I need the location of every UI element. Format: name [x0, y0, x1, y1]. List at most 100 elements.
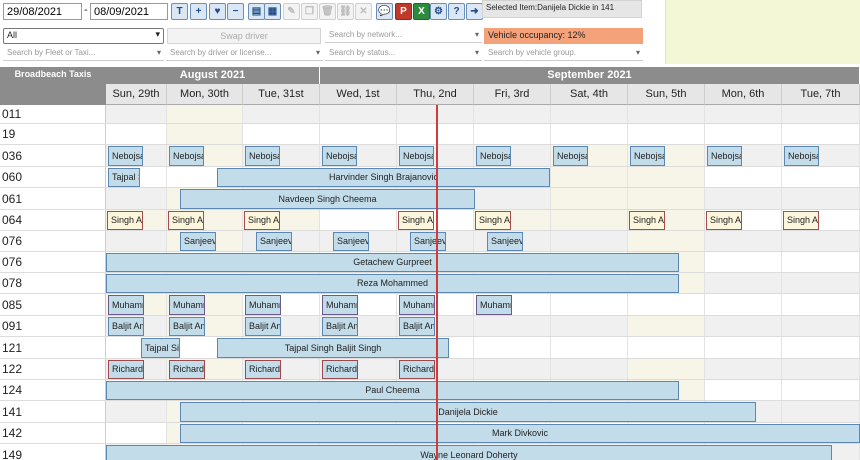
day-cell[interactable]	[705, 105, 782, 123]
print-button[interactable]: ▤	[248, 3, 265, 20]
excel-export-button[interactable]: X	[413, 3, 430, 20]
booking-bar[interactable]: Nebojsa	[476, 146, 511, 166]
day-cell[interactable]	[782, 105, 860, 123]
favourite-button[interactable]: ♥	[209, 3, 226, 20]
pdf-export-button[interactable]: P	[395, 3, 412, 20]
day-cell[interactable]	[106, 401, 167, 422]
day-cell[interactable]	[705, 231, 782, 251]
day-cell[interactable]	[782, 401, 860, 422]
day-cell[interactable]	[320, 210, 397, 230]
day-cell[interactable]	[106, 231, 167, 251]
day-cell[interactable]	[474, 105, 551, 123]
zoom-in-button[interactable]: +	[190, 3, 207, 20]
booking-bar[interactable]: Richard	[399, 360, 435, 379]
day-cell[interactable]	[628, 337, 705, 358]
booking-bar[interactable]: Singh Ab	[475, 211, 511, 230]
day-cell[interactable]	[551, 231, 628, 251]
booking-bar[interactable]: Tajpal Singh Baljit Singh	[217, 338, 449, 358]
booking-bar[interactable]: Nebojsa	[707, 146, 742, 166]
booking-bar[interactable]: Richard	[322, 360, 358, 379]
day-cell[interactable]	[397, 124, 474, 144]
day-cell[interactable]	[782, 294, 860, 315]
booking-bar[interactable]: Nebojsa	[245, 146, 280, 166]
booking-bar[interactable]: Singh Ab	[629, 211, 665, 230]
day-cell[interactable]	[628, 188, 705, 209]
day-cell[interactable]	[705, 167, 782, 187]
status-filter[interactable]: Search by status... ▾	[325, 46, 482, 61]
booking-bar[interactable]: Harvinder Singh Brajanovic	[217, 168, 550, 187]
network-filter[interactable]: Search by network... ▾	[325, 28, 482, 43]
day-cell[interactable]	[705, 273, 782, 293]
day-cell[interactable]	[628, 316, 705, 336]
logout-button[interactable]: ➜	[466, 3, 483, 20]
booking-bar[interactable]: Wayne Leonard Doherty	[106, 445, 832, 460]
day-cell[interactable]	[474, 359, 551, 379]
day-cell[interactable]	[551, 337, 628, 358]
swap-driver-button[interactable]: Swap driver	[167, 28, 321, 44]
day-cell[interactable]	[551, 188, 628, 209]
booking-bar[interactable]: Muhamm	[245, 295, 281, 315]
end-date-input[interactable]	[90, 3, 168, 20]
day-cell[interactable]	[167, 105, 243, 123]
day-cell[interactable]	[474, 316, 551, 336]
day-cell[interactable]	[551, 167, 628, 187]
booking-bar[interactable]: Sanjeev	[256, 232, 292, 251]
booking-bar[interactable]: Muhamm	[399, 295, 435, 315]
day-cell[interactable]	[628, 231, 705, 251]
day-cell[interactable]	[551, 124, 628, 144]
booking-bar[interactable]: Muhamm	[108, 295, 144, 315]
booking-bar[interactable]: Nebojsa	[784, 146, 819, 166]
booking-bar[interactable]: Nebojsa	[399, 146, 434, 166]
day-cell[interactable]	[167, 124, 243, 144]
day-cell[interactable]	[628, 124, 705, 144]
booking-bar[interactable]: Danijela Dickie	[180, 402, 756, 422]
booking-bar[interactable]: Richard	[108, 360, 144, 379]
booking-bar[interactable]: Tajpal Si	[141, 338, 180, 358]
zoom-out-button[interactable]: −	[227, 3, 244, 20]
booking-bar[interactable]: Tajpal S	[108, 168, 140, 187]
booking-bar[interactable]: Sanjeev	[333, 232, 369, 251]
chat-button[interactable]: 💬	[376, 3, 393, 20]
help-button[interactable]: ?	[448, 3, 465, 20]
day-cell[interactable]	[782, 380, 860, 400]
day-cell[interactable]	[474, 337, 551, 358]
day-cell[interactable]	[705, 294, 782, 315]
day-cell[interactable]	[628, 359, 705, 379]
booking-bar[interactable]: Mark Divkovic	[180, 424, 860, 443]
day-cell[interactable]	[106, 105, 167, 123]
day-cell[interactable]	[320, 105, 397, 123]
booking-bar[interactable]: Richard	[245, 360, 281, 379]
start-date-input[interactable]	[3, 3, 82, 20]
day-cell[interactable]	[551, 359, 628, 379]
day-cell[interactable]	[782, 231, 860, 251]
booking-bar[interactable]: Baljit Am	[169, 317, 205, 336]
booking-bar[interactable]: Paul Cheema	[106, 381, 679, 400]
booking-bar[interactable]: Reza Mohammed	[106, 274, 679, 293]
day-cell[interactable]	[705, 188, 782, 209]
day-cell[interactable]	[320, 124, 397, 144]
vehicle-group-filter[interactable]: Search by vehicle group. ▾	[484, 46, 643, 61]
day-cell[interactable]	[705, 337, 782, 358]
booking-bar[interactable]: Singh Ab	[398, 211, 434, 230]
day-cell[interactable]	[782, 273, 860, 293]
calendar-button[interactable]: ▦	[264, 3, 281, 20]
booking-bar[interactable]: Baljit Am	[322, 317, 358, 336]
booking-bar[interactable]: Muhamm	[169, 295, 205, 315]
booking-bar[interactable]: Sanjeev	[180, 232, 216, 251]
booking-bar[interactable]: Singh Ab	[783, 211, 819, 230]
day-cell[interactable]	[243, 105, 320, 123]
day-cell[interactable]	[474, 188, 551, 209]
booking-bar[interactable]: Navdeep Singh Cheema	[180, 189, 475, 209]
booking-bar[interactable]: Baljit Am	[399, 317, 435, 336]
booking-bar[interactable]: Richard	[169, 360, 205, 379]
day-cell[interactable]	[106, 423, 167, 443]
booking-bar[interactable]: Baljit Am	[108, 317, 144, 336]
day-cell[interactable]	[551, 316, 628, 336]
booking-bar[interactable]: Singh Ab	[168, 211, 204, 230]
booking-bar[interactable]: Nebojsa	[630, 146, 665, 166]
day-cell[interactable]	[551, 105, 628, 123]
day-cell[interactable]	[782, 316, 860, 336]
booking-bar[interactable]: Getachew Gurpreet	[106, 253, 679, 272]
day-cell[interactable]	[782, 124, 860, 144]
booking-bar[interactable]: Sanjeev	[487, 232, 523, 251]
